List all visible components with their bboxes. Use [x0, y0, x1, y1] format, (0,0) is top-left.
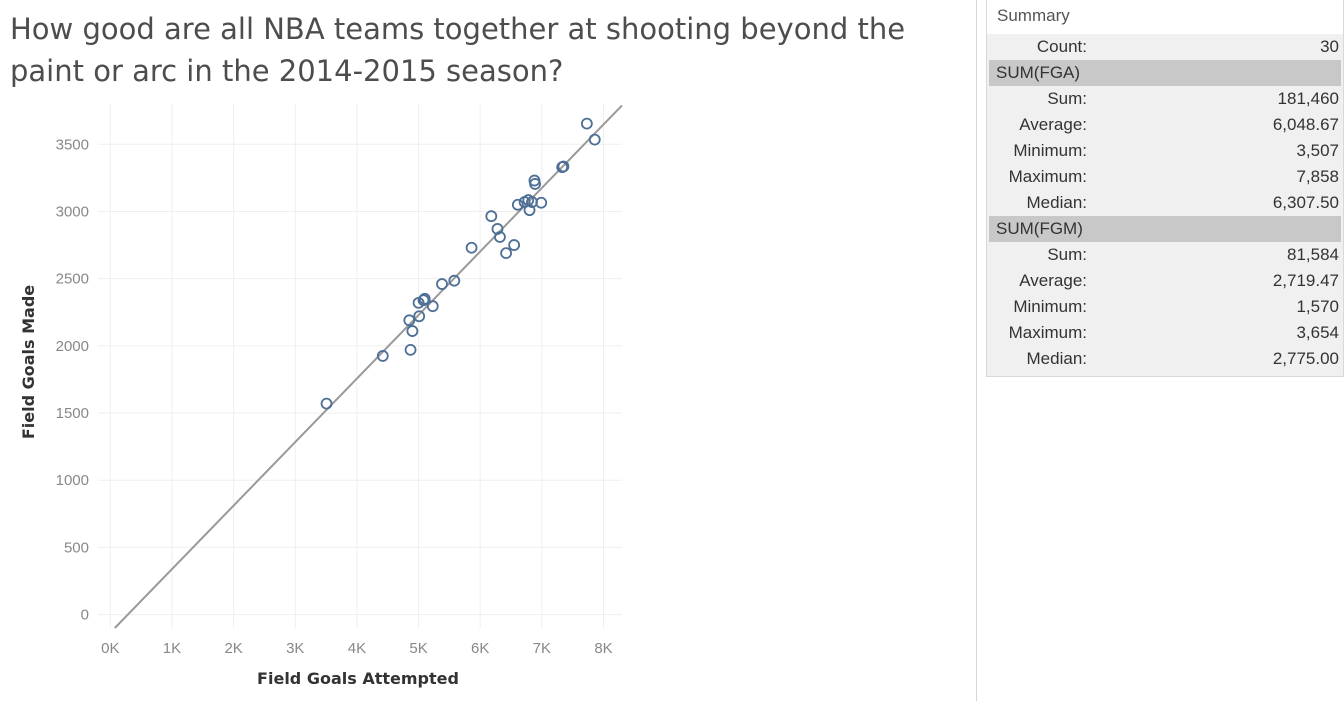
summary-row-label: Maximum: [1008, 167, 1087, 186]
summary-row: Sum: 181,460 [987, 86, 1343, 112]
x-tick-label: 7K [533, 640, 551, 657]
summary-section-heading: SUM(FGM) [989, 216, 1341, 242]
x-tick-label: 3K [286, 640, 304, 657]
x-tick-label: 0K [101, 640, 119, 657]
summary-row-label: Median: [1026, 349, 1087, 368]
summary-row-label: Median: [1026, 193, 1087, 212]
summary-section-heading: SUM(FGA) [989, 60, 1341, 86]
x-tick-label: 6K [471, 640, 489, 657]
y-tick-label: 0 [81, 607, 89, 624]
summary-row-value: 7,858 [1296, 167, 1339, 186]
summary-row-label: Average: [1019, 115, 1087, 134]
data-point[interactable] [491, 223, 504, 235]
data-point[interactable] [418, 292, 431, 305]
data-point[interactable] [403, 314, 416, 327]
x-tick-label: 2K [224, 640, 242, 657]
grid-lines [98, 104, 622, 628]
summary-row: Minimum: 1,570 [987, 294, 1343, 320]
summary-row-label: Minimum: [1013, 141, 1087, 160]
data-points[interactable] [320, 117, 601, 410]
data-point[interactable] [580, 117, 593, 130]
summary-row: Minimum: 3,507 [987, 138, 1343, 164]
data-point[interactable] [436, 278, 448, 290]
summary-row-value: 2,719.47 [1272, 271, 1339, 290]
data-point[interactable] [404, 343, 417, 356]
y-tick-label: 2000 [56, 338, 89, 355]
x-tick-label: 4K [348, 640, 366, 657]
summary-row-value: 2,775.00 [1272, 349, 1339, 368]
page-title: How good are all NBA teams together at s… [10, 12, 906, 88]
summary-row-label: Sum: [1047, 89, 1087, 108]
data-point[interactable] [406, 325, 419, 337]
y-tick-label: 3500 [56, 136, 89, 153]
summary-row-value: 181,460 [1277, 89, 1339, 108]
data-point[interactable] [535, 196, 548, 209]
y-tick-label: 1500 [56, 405, 89, 422]
summary-row: Sum: 81,584 [987, 242, 1343, 268]
data-point[interactable] [494, 231, 506, 243]
data-point[interactable] [376, 350, 389, 362]
summary-row-value: 1,570 [1296, 297, 1339, 316]
x-axis-title: Field Goals Attempted [257, 669, 459, 688]
summary-row: Median: 6,307.50 [987, 190, 1343, 216]
data-point[interactable] [529, 178, 541, 190]
summary-title: Summary [987, 0, 1343, 34]
summary-row-value: 3,507 [1296, 141, 1339, 160]
summary-count-label: Count: [1036, 37, 1087, 56]
data-point[interactable] [523, 204, 536, 217]
y-tick-label: 500 [64, 539, 89, 556]
panel-divider [976, 0, 977, 701]
summary-row-label: Minimum: [1013, 297, 1087, 316]
data-point[interactable] [320, 397, 333, 410]
summary-count-value: 30 [1320, 37, 1339, 56]
summary-row: Average: 6,048.67 [987, 112, 1343, 138]
y-axis-title: Field Goals Made [19, 285, 38, 439]
y-tick-label: 2500 [56, 271, 89, 288]
x-tick-label: 1K [163, 640, 181, 657]
summary-row: Median: 2,775.00 [987, 346, 1343, 372]
data-point[interactable] [413, 310, 426, 323]
summary-row-value: 3,654 [1296, 323, 1339, 342]
summary-row-label: Average: [1019, 271, 1087, 290]
summary-row-label: Maximum: [1008, 323, 1087, 342]
summary-row-value: 6,048.67 [1272, 115, 1339, 134]
summary-row: Maximum: 3,654 [987, 320, 1343, 346]
x-tick-label: 5K [409, 640, 427, 657]
data-point[interactable] [511, 198, 524, 211]
trend-line [114, 104, 623, 629]
data-point[interactable] [508, 239, 521, 251]
summary-row: Maximum: 7,858 [987, 164, 1343, 190]
data-point[interactable] [465, 241, 478, 254]
y-axis-ticks: 0 500 1000 1500 2000 2500 3000 3500 [56, 136, 89, 623]
summary-row: Average: 2,719.47 [987, 268, 1343, 294]
data-point[interactable] [485, 210, 498, 223]
data-point[interactable] [417, 294, 430, 307]
scatter-chart[interactable]: 0K 1K 2K 3K 4K 5K 6K 7K 8K 0 500 1000 1500 2000 2500 3… [0, 96, 640, 701]
y-tick-label: 1000 [56, 472, 89, 489]
trend-line-layer [114, 104, 623, 629]
summary-panel: Summary Count: 30 SUM(FGA) Sum: 181,460 A… [986, 0, 1344, 377]
summary-row-label: Sum: [1047, 245, 1087, 264]
data-point[interactable] [500, 247, 513, 260]
data-point[interactable] [448, 274, 461, 287]
data-point[interactable] [588, 133, 601, 146]
data-point[interactable] [426, 300, 439, 313]
data-point[interactable] [557, 160, 570, 173]
y-tick-label: 3000 [56, 203, 89, 220]
x-axis-ticks: 0K 1K 2K 3K 4K 5K 6K 7K 8K [101, 640, 613, 657]
summary-row-value: 81,584 [1287, 245, 1339, 264]
summary-row-value: 6,307.50 [1272, 193, 1339, 212]
summary-count-row: Count: 30 [987, 34, 1343, 60]
x-tick-label: 8K [594, 640, 612, 657]
